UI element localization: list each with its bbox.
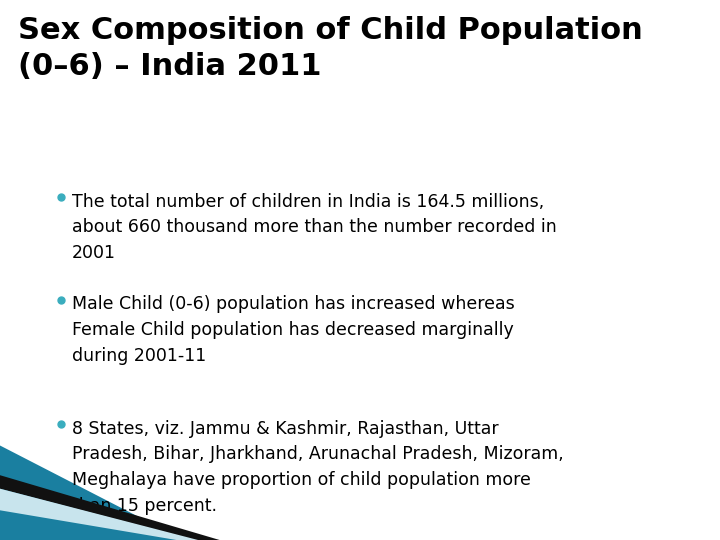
Text: The total number of children in India is 164.5 millions,
about 660 thousand more: The total number of children in India is… <box>72 193 557 262</box>
Text: Sex Composition of Child Population
(0–6) – India 2011: Sex Composition of Child Population (0–6… <box>18 16 643 81</box>
Text: Male Child (0-6) population has increased whereas
Female Child population has de: Male Child (0-6) population has increase… <box>72 295 515 365</box>
Text: 8 States, viz. Jammu & Kashmir, Rajasthan, Uttar
Pradesh, Bihar, Jharkhand, Arun: 8 States, viz. Jammu & Kashmir, Rajastha… <box>72 420 564 515</box>
Polygon shape <box>0 446 184 540</box>
Polygon shape <box>0 475 220 540</box>
Polygon shape <box>0 489 198 540</box>
